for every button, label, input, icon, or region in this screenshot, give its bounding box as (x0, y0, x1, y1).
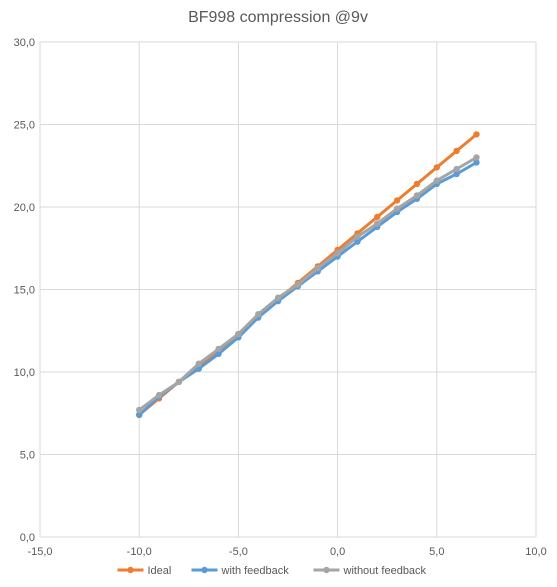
data-point (453, 170, 460, 178)
legend: Ideal with feedback without feedback (117, 565, 427, 577)
series-group (136, 131, 480, 419)
data-point (374, 213, 381, 221)
legend-label: with feedback (221, 565, 290, 577)
data-point (433, 164, 440, 171)
data-point (453, 147, 460, 155)
legend-swatch-marker (127, 566, 134, 574)
data-point (195, 360, 202, 367)
y-tick-label: 25,0 (14, 120, 35, 132)
y-tick-label: 20,0 (14, 202, 35, 214)
legend-item: Ideal (117, 565, 172, 577)
data-point (136, 406, 143, 414)
y-tick-label: 0,0 (20, 532, 35, 544)
data-point (155, 391, 163, 399)
legend-item: without feedback (313, 565, 427, 577)
data-point (354, 238, 361, 245)
data-point (215, 350, 222, 358)
series-line (137, 161, 478, 417)
x-tick-label: 10,0 (525, 546, 546, 558)
x-tick-label: 0,0 (330, 546, 345, 558)
x-tick-label: -10,0 (127, 546, 152, 558)
data-point (334, 250, 341, 257)
x-tick-label: -5,0 (229, 546, 248, 558)
data-point (215, 345, 222, 353)
data-point (473, 154, 480, 161)
data-point (433, 177, 440, 184)
data-point (274, 294, 282, 301)
series-without-feedback (136, 154, 480, 414)
legend-swatch-marker (323, 566, 330, 574)
chart-title: BF998 compression @9v (188, 9, 368, 26)
data-point (175, 378, 183, 386)
legend-item: with feedback (191, 565, 290, 577)
data-point (354, 233, 361, 240)
data-point (413, 180, 421, 188)
grid (39, 41, 537, 538)
data-point (393, 197, 401, 204)
x-tick-label: -15,0 (27, 546, 52, 558)
y-tick-label: 5,0 (20, 450, 35, 462)
y-tick-label: 30,0 (14, 37, 35, 49)
data-point (473, 159, 480, 166)
series-line (137, 156, 478, 412)
series-with-feedback (136, 159, 480, 419)
legend-label: without feedback (343, 565, 427, 577)
data-point (393, 205, 401, 212)
legend-label: Ideal (148, 565, 172, 577)
data-point (235, 330, 242, 338)
legend-swatch-marker (201, 566, 208, 574)
y-tick-label: 10,0 (14, 367, 35, 379)
data-point (255, 311, 262, 318)
x-tick-labels: -15,0 -10,0 -5,0 0,0 5,0 10,0 (27, 546, 546, 558)
data-point (136, 411, 143, 419)
data-point (453, 165, 460, 173)
y-tick-labels: 0,0 5,0 10,0 15,0 20,0 25,0 30,0 (14, 37, 35, 544)
x-tick-label: 5,0 (429, 546, 444, 558)
y-tick-label: 15,0 (14, 285, 35, 297)
data-point (413, 192, 421, 199)
data-point (314, 264, 321, 272)
data-point (473, 131, 480, 138)
data-point (374, 220, 381, 227)
data-point (294, 281, 302, 288)
